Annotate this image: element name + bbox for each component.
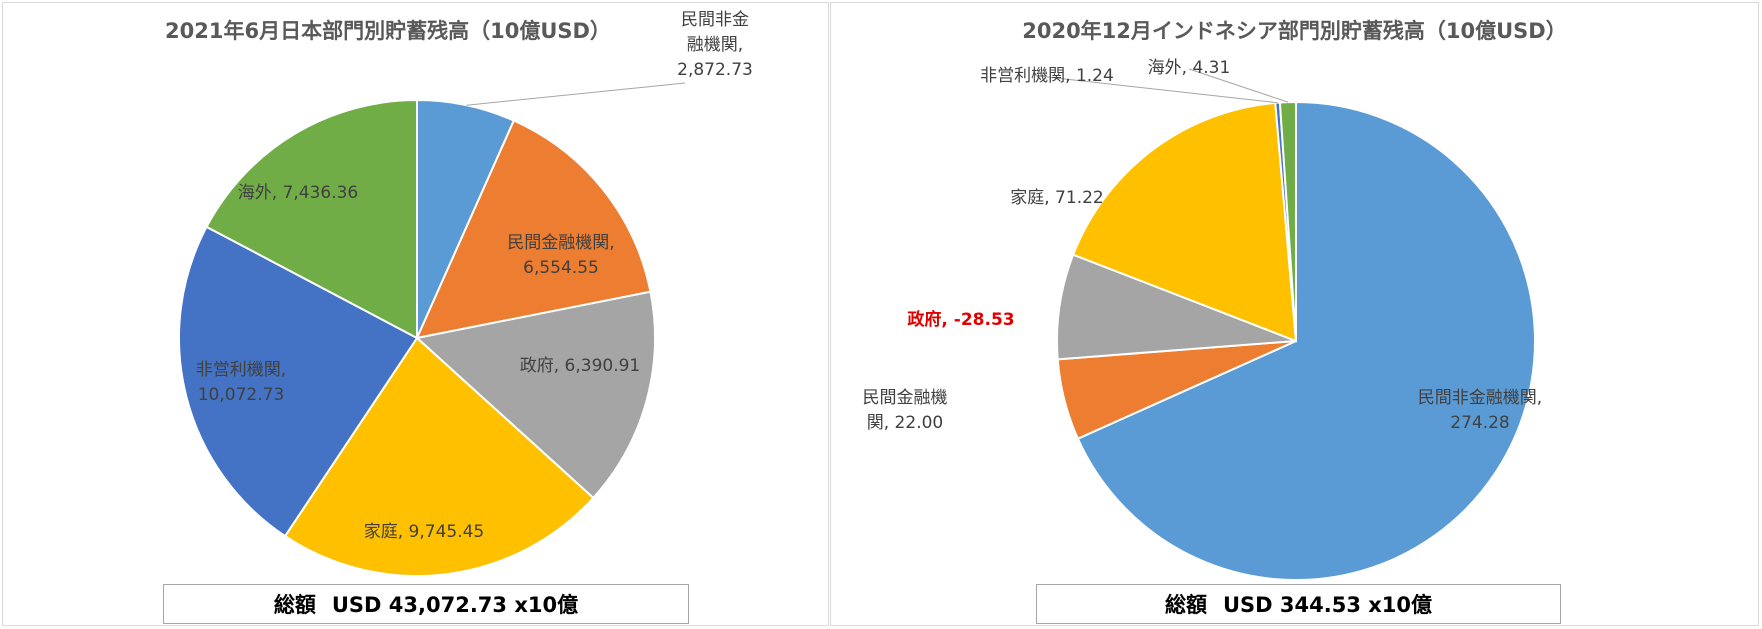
- slice-label-3: 家庭, 71.22: [1010, 188, 1103, 208]
- pie-slice-0: [1076, 100, 1536, 581]
- japan-chart-panel: 2021年6月日本部門別貯蓄残高（10億USD） 民間非金融機関, 2,872.7…: [2, 2, 829, 626]
- leader-line-5: [1188, 68, 1289, 103]
- japan-pie-chart: 民間非金融機関, 2,872.73 民間金融機関, 6,554.55 政府, 6,390…: [178, 10, 753, 577]
- slice-label-5: 海外, 7,436.36: [238, 183, 359, 203]
- slice-label-0: 民間非金融機関, 2,872.73: [677, 10, 753, 80]
- leader-line-0: [466, 82, 686, 106]
- slice-label-3: 家庭, 9,745.45: [364, 522, 485, 542]
- slice-label-2: 政府, 6,390.91: [520, 356, 641, 376]
- pie-slice-2: [1056, 253, 1297, 361]
- pie-slice-3: [283, 336, 595, 577]
- slice-label-4: 非営利機関, 10,072.73: [196, 360, 286, 405]
- total-value: USD 43,072.73 x10億: [331, 593, 579, 617]
- leader-line-4: [1046, 76, 1278, 104]
- total-prefix: 総額: [273, 593, 316, 617]
- pie-slice-1: [415, 119, 652, 340]
- chart-title: 2020年12月インドネシア部門別貯蓄残高（10億USD）: [1022, 19, 1567, 43]
- pie-slice-3: [1071, 101, 1298, 343]
- slice-label-0: 民間非金融機関, 274.28: [1418, 388, 1542, 433]
- total-prefix: 総額: [1164, 593, 1207, 617]
- indonesia-chart-panel: 2020年12月インドネシア部門別貯蓄残高（10億USD） 民間非金融機関, 27…: [830, 2, 1759, 626]
- slice-label-4: 非営利機関, 1.24: [980, 66, 1114, 86]
- pie-slice-4: [178, 225, 419, 538]
- chart-title: 2021年6月日本部門別貯蓄残高（10億USD）: [165, 19, 611, 43]
- slice-label-2: 政府, -28.53: [907, 309, 1014, 330]
- pie-slice-5: [205, 98, 418, 340]
- total-value: USD 344.53 x10億: [1222, 593, 1433, 617]
- slice-label-5: 海外, 4.31: [1148, 58, 1231, 78]
- slice-label-1: 民間金融機関, 6,554.55: [507, 233, 614, 278]
- indonesia-pie-chart: 民間非金融機関, 274.28 民間金融機関, 22.00 政府, -28.53 家庭,…: [863, 58, 1542, 581]
- total-box: 総額 USD 43,072.73 x10億: [163, 584, 689, 624]
- total-box: 総額 USD 344.53 x10億: [1036, 584, 1561, 624]
- slice-label-1: 民間金融機関, 22.00: [863, 388, 948, 433]
- pie-slice-2: [414, 290, 656, 500]
